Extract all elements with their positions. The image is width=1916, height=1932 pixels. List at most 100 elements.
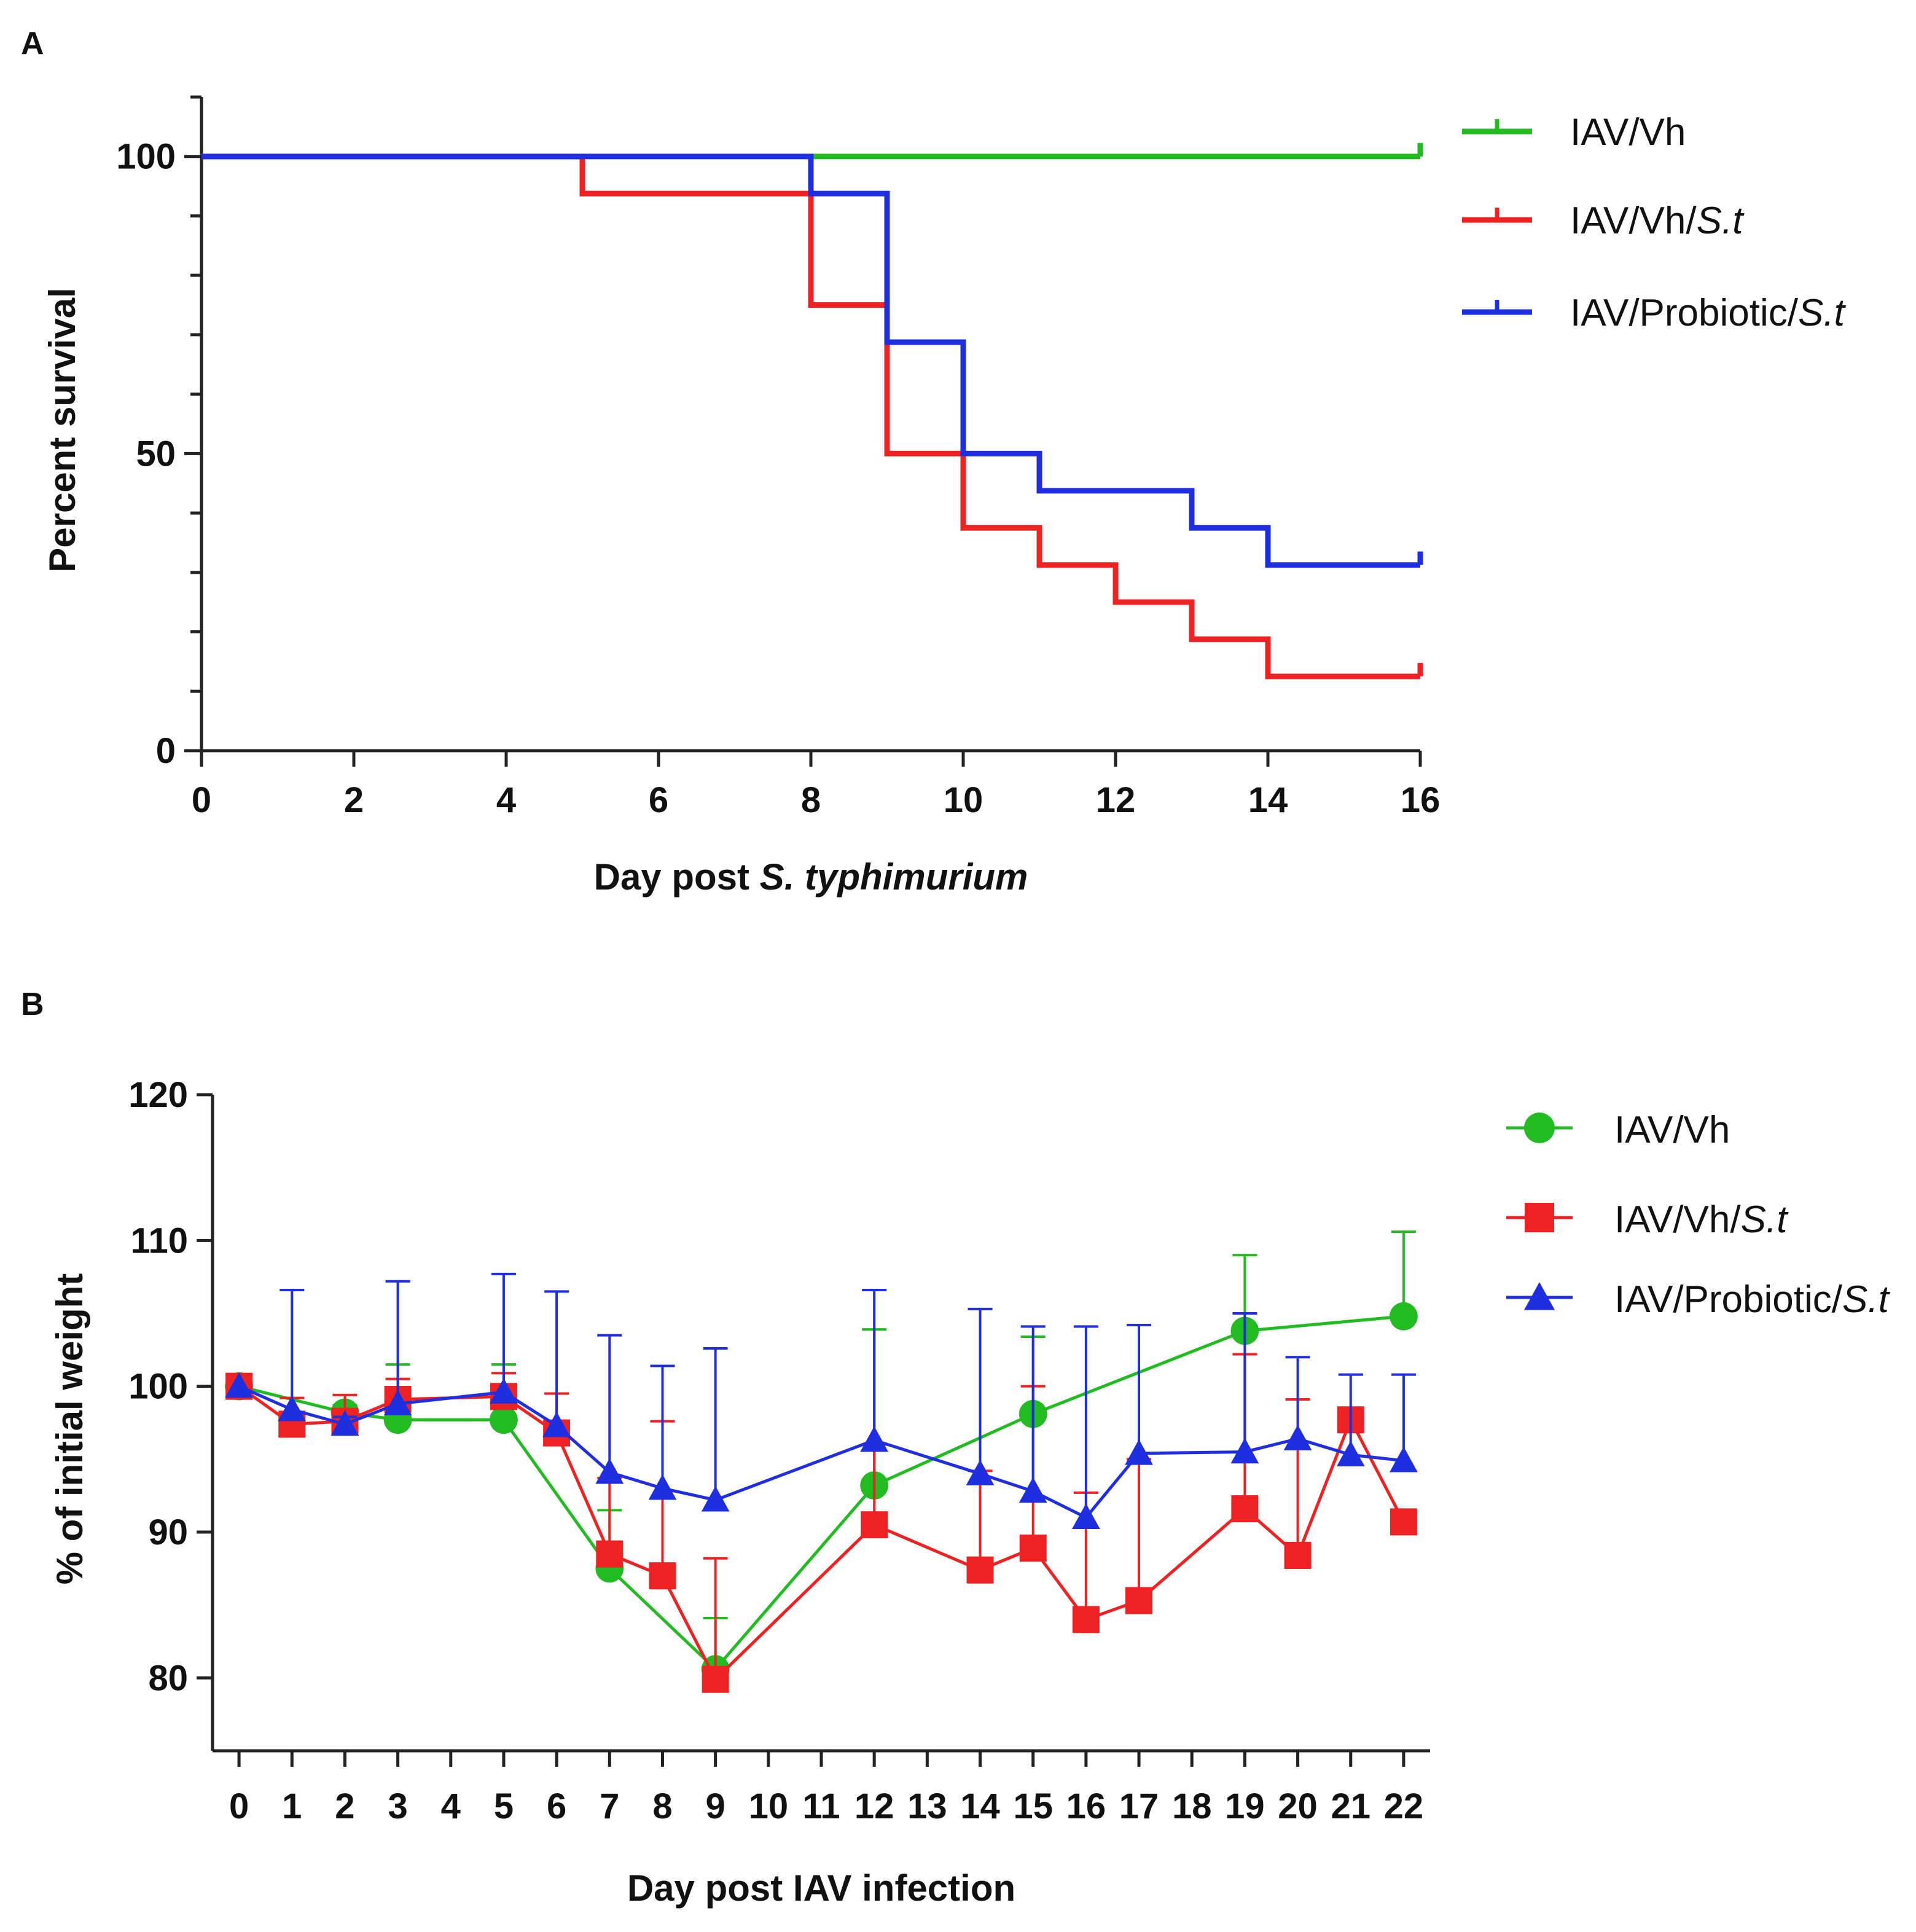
- data-point: [966, 1460, 995, 1485]
- y-tick-label: 0: [156, 731, 176, 771]
- x-axis-title: Day post IAV infection: [627, 1867, 1015, 1909]
- x-tick-label: 18: [1172, 1786, 1212, 1826]
- legend-marker: [1524, 1113, 1555, 1143]
- x-tick-label: 20: [1278, 1786, 1318, 1826]
- legend-label-text: IAV/Vh/: [1614, 1199, 1741, 1241]
- y-tick-label: 50: [136, 434, 176, 474]
- legend-marker: [1524, 1282, 1555, 1310]
- x-tick-label: 6: [649, 780, 668, 820]
- legend-label-text: IAV/Vh: [1614, 1109, 1730, 1151]
- x-tick-label: 10: [944, 780, 983, 820]
- legend-label-italic: S.t: [1697, 200, 1745, 242]
- panel-label-b: B: [21, 987, 44, 1022]
- x-tick-label: 3: [388, 1786, 407, 1826]
- data-point: [702, 1665, 729, 1693]
- x-tick-label: 7: [600, 1786, 619, 1826]
- data-point: [1230, 1437, 1259, 1464]
- survival-line-3: [201, 154, 1420, 568]
- y-tick-label: 90: [148, 1512, 188, 1552]
- legend-label: IAV/Probiotic/S.t: [1570, 292, 1847, 334]
- data-point: [649, 1562, 676, 1590]
- data-point: [383, 1390, 412, 1415]
- x-tick-label: 19: [1225, 1786, 1265, 1826]
- x-tick-label: 8: [801, 780, 821, 820]
- x-axis-title-text: Day post: [594, 856, 760, 898]
- data-point: [542, 1411, 571, 1437]
- x-tick-label: 16: [1066, 1786, 1106, 1826]
- x-tick-label: 11: [802, 1786, 840, 1826]
- y-axis-title: Percent survival: [42, 287, 83, 573]
- data-point: [1336, 1441, 1365, 1466]
- data-point: [1125, 1439, 1153, 1465]
- data-point: [966, 1556, 994, 1584]
- x-tick-label: 22: [1384, 1786, 1424, 1826]
- data-point: [1390, 1302, 1418, 1331]
- data-point: [595, 1458, 624, 1484]
- legend-label: IAV/Vh/S.t: [1570, 200, 1745, 242]
- x-axis-title-italic: S. typhimurium: [760, 856, 1028, 898]
- y-tick-label: 100: [128, 1367, 188, 1407]
- legend-label: IAV/Probiotic/S.t: [1614, 1278, 1891, 1321]
- data-point: [225, 1372, 253, 1398]
- data-point: [1283, 1425, 1312, 1450]
- x-axis-title: Day post S. typhimurium: [594, 856, 1028, 898]
- legend-label-italic: S.t: [1842, 1278, 1891, 1321]
- x-tick-label: 0: [192, 780, 211, 820]
- legend-label: IAV/Vh: [1570, 111, 1686, 154]
- x-tick-label: 13: [907, 1786, 947, 1826]
- x-tick-label: 6: [547, 1786, 566, 1826]
- data-point: [1390, 1508, 1417, 1536]
- x-tick-label: 12: [1096, 780, 1136, 820]
- x-tick-label: 14: [960, 1786, 1000, 1826]
- legend-label-text: IAV/Vh: [1570, 111, 1686, 154]
- data-point: [1390, 1446, 1418, 1472]
- x-tick-label: 2: [344, 780, 364, 820]
- legend-label: IAV/Vh: [1614, 1109, 1730, 1151]
- data-point: [1284, 1541, 1312, 1569]
- y-tick-label: 120: [128, 1075, 188, 1115]
- x-tick-label: 16: [1401, 780, 1441, 820]
- x-tick-label: 9: [706, 1786, 725, 1826]
- data-point: [1125, 1587, 1153, 1614]
- data-point: [1072, 1606, 1100, 1633]
- legend-label-italic: S.t: [1741, 1199, 1789, 1241]
- x-tick-label: 2: [335, 1786, 354, 1826]
- x-tick-label: 1: [282, 1786, 302, 1826]
- data-point: [861, 1511, 888, 1539]
- x-tick-label: 4: [496, 780, 516, 820]
- y-tick-label: 110: [130, 1221, 188, 1261]
- data-point: [490, 1406, 518, 1434]
- weight-series-2: [225, 1353, 1417, 1693]
- x-tick-label: 5: [494, 1786, 514, 1826]
- weight-series-3: [225, 1272, 1418, 1530]
- data-point: [1231, 1495, 1259, 1523]
- x-tick-label: 14: [1248, 780, 1288, 820]
- data-point: [648, 1474, 677, 1500]
- data-point: [596, 1540, 624, 1568]
- data-point: [1019, 1477, 1047, 1503]
- legend-label: IAV/Vh/S.t: [1614, 1199, 1789, 1241]
- x-tick-label: 0: [229, 1786, 249, 1826]
- x-tick-label: 21: [1331, 1786, 1371, 1826]
- legend-label-text: IAV/Probiotic/: [1614, 1278, 1843, 1321]
- data-point: [701, 1485, 730, 1512]
- panel-label-a: A: [21, 26, 44, 61]
- x-tick-label: 4: [441, 1786, 461, 1826]
- data-point: [1019, 1535, 1047, 1562]
- y-tick-label: 80: [148, 1658, 188, 1698]
- panel-a-survival-chart: 0 50 100 0 2 4 6 8 10 12 14 16 Day post S. typhimuri…: [42, 95, 1847, 898]
- legend-label-italic: S.t: [1798, 292, 1847, 334]
- legend-marker: [1525, 1203, 1554, 1232]
- data-point: [490, 1378, 518, 1404]
- data-point: [860, 1426, 889, 1452]
- data-point: [278, 1395, 307, 1422]
- x-tick-label: 8: [652, 1786, 672, 1826]
- survival-line-2: [201, 154, 1420, 679]
- legend-label-text: IAV/Probiotic/: [1570, 292, 1799, 334]
- x-tick-label: 10: [749, 1786, 789, 1826]
- y-axis-title: % of initial weight: [49, 1273, 90, 1585]
- data-point: [1071, 1503, 1100, 1530]
- y-tick-label: 100: [116, 137, 176, 177]
